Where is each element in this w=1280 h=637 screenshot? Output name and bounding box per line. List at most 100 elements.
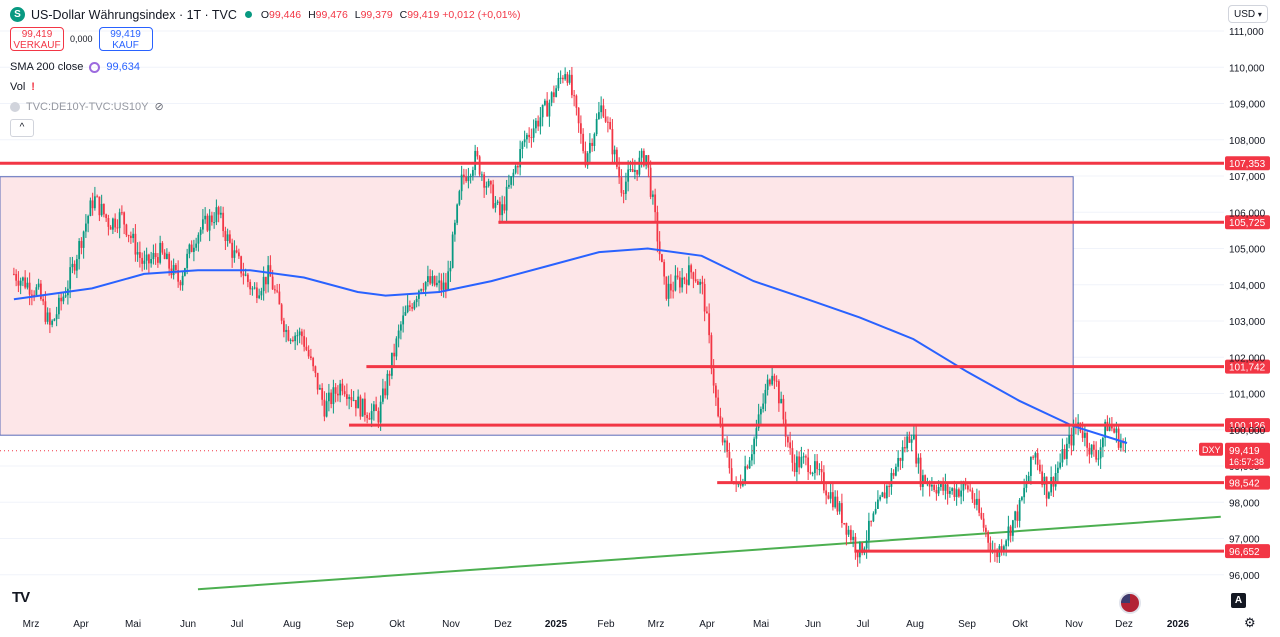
symbol-tag: DXY xyxy=(1202,445,1221,455)
trendline[interactable] xyxy=(197,515,1221,591)
candle-body xyxy=(53,319,56,321)
compare-legend[interactable]: TVC:DE10Y-TVC:US10Y ⊘ xyxy=(10,100,164,113)
market-status-icon xyxy=(244,11,252,18)
currency-selector[interactable]: USD ▾ xyxy=(1228,5,1268,23)
candle-body xyxy=(129,235,132,239)
price-axis[interactable]: 111,000 110,000 109,000 108,000 107,000 106,0… xyxy=(1229,27,1266,582)
candle-body xyxy=(413,302,416,309)
tradingview-logo[interactable]: TV xyxy=(12,589,30,606)
time-tick-label: Sep xyxy=(958,619,976,630)
candle-body xyxy=(483,174,486,188)
candle-body xyxy=(69,267,72,289)
candle-body xyxy=(710,335,713,369)
candle-body xyxy=(955,489,958,498)
candle-body xyxy=(384,388,387,396)
time-axis[interactable]: Mrz Apr Mai Jun Jul Aug Sep Okt Nov Dez 2025 Feb Mrz… xyxy=(23,619,1190,630)
candle-body xyxy=(458,191,461,205)
warning-icon[interactable]: ! xyxy=(31,81,35,93)
candle-body xyxy=(852,536,855,540)
candle-body xyxy=(874,508,877,514)
candle-body xyxy=(685,279,688,285)
trade-buttons: 99,419 VERKAUF 0,000 99,419 KAUF xyxy=(10,27,153,51)
symbol-title[interactable]: US-Dollar Währungsindex · 1T · TVC xyxy=(31,7,237,22)
collapse-legend-button[interactable]: ^ xyxy=(10,119,34,137)
candle-body xyxy=(262,276,265,292)
candle-body xyxy=(1029,456,1032,476)
candle-body xyxy=(258,295,261,299)
candle-body xyxy=(1092,444,1095,450)
time-tick-label: Nov xyxy=(442,619,460,630)
auto-scale-button[interactable]: A xyxy=(1231,593,1246,608)
candle-body xyxy=(123,212,126,225)
price-tick-label: 110,000 xyxy=(1229,63,1265,74)
candle-body xyxy=(717,397,720,417)
candle-body xyxy=(570,74,573,96)
candle-body xyxy=(836,496,839,512)
candle-body xyxy=(285,329,288,332)
symbol-logo-icon: S xyxy=(10,7,25,22)
horizontal-levels[interactable]: 107,353 105,725 101,742 100,126 98,542 96,652 xyxy=(0,156,1270,559)
candle-body xyxy=(1007,526,1010,541)
candle-body xyxy=(228,234,231,243)
candle-body xyxy=(802,456,805,458)
candle-body xyxy=(26,282,29,288)
level-label: 101,742 xyxy=(1229,363,1266,374)
candle-body xyxy=(309,356,312,358)
candle-body xyxy=(1081,431,1084,438)
buy-button[interactable]: 99,419 KAUF xyxy=(98,27,153,51)
candle-body xyxy=(678,277,681,288)
candle-body xyxy=(901,447,904,461)
candle-body xyxy=(386,373,389,396)
candle-body xyxy=(444,282,447,291)
candle-body xyxy=(345,394,348,399)
current-price-label: 99,419 xyxy=(1229,446,1260,457)
sma-legend[interactable]: SMA 200 close 99,634 xyxy=(10,61,140,73)
candle-body xyxy=(757,414,760,429)
us-flag-icon[interactable] xyxy=(1119,592,1141,614)
candle-body xyxy=(372,404,375,412)
candle-body xyxy=(339,383,342,396)
candle-body xyxy=(210,215,213,223)
candle-body xyxy=(957,489,960,497)
gear-icon[interactable]: ⚙ xyxy=(1244,615,1256,630)
candle-body xyxy=(366,414,369,419)
candle-body xyxy=(260,291,263,296)
candle-body xyxy=(460,174,463,192)
candle-body xyxy=(647,155,650,168)
price-tick-label: 98,000 xyxy=(1229,498,1260,509)
price-tick-label: 107,000 xyxy=(1229,172,1266,183)
candle-body xyxy=(780,398,783,404)
candle-body xyxy=(282,320,285,332)
candle-body xyxy=(478,156,481,175)
candle-body xyxy=(651,194,654,197)
candle-body xyxy=(699,281,702,285)
candle-body xyxy=(867,520,870,541)
vol-legend[interactable]: Vol ! xyxy=(10,81,35,93)
candle-body xyxy=(451,234,454,268)
candle-body xyxy=(188,244,191,254)
candle-body xyxy=(71,263,74,268)
candle-body xyxy=(512,172,515,177)
candle-body xyxy=(352,400,355,402)
time-tick-label: Sep xyxy=(336,619,354,630)
sell-button[interactable]: 99,419 VERKAUF xyxy=(10,27,64,51)
hidden-eye-icon[interactable]: ⊘ xyxy=(154,101,164,113)
candle-body xyxy=(30,294,33,296)
candle-body xyxy=(199,229,202,235)
candle-body xyxy=(939,482,942,487)
candle-body xyxy=(766,379,769,390)
candle-body xyxy=(786,436,789,443)
time-tick-label: Dez xyxy=(494,619,512,630)
candle-body xyxy=(429,276,432,284)
level-label-bg xyxy=(1225,475,1270,490)
candle-body xyxy=(332,387,335,405)
candle-body xyxy=(435,282,438,286)
candle-body xyxy=(937,486,940,494)
candle-body xyxy=(1023,487,1026,498)
candle-body xyxy=(159,242,162,263)
candle-body xyxy=(705,311,708,314)
candle-body xyxy=(663,261,666,277)
candle-body xyxy=(231,242,234,258)
compare-symbol-icon xyxy=(10,101,20,112)
